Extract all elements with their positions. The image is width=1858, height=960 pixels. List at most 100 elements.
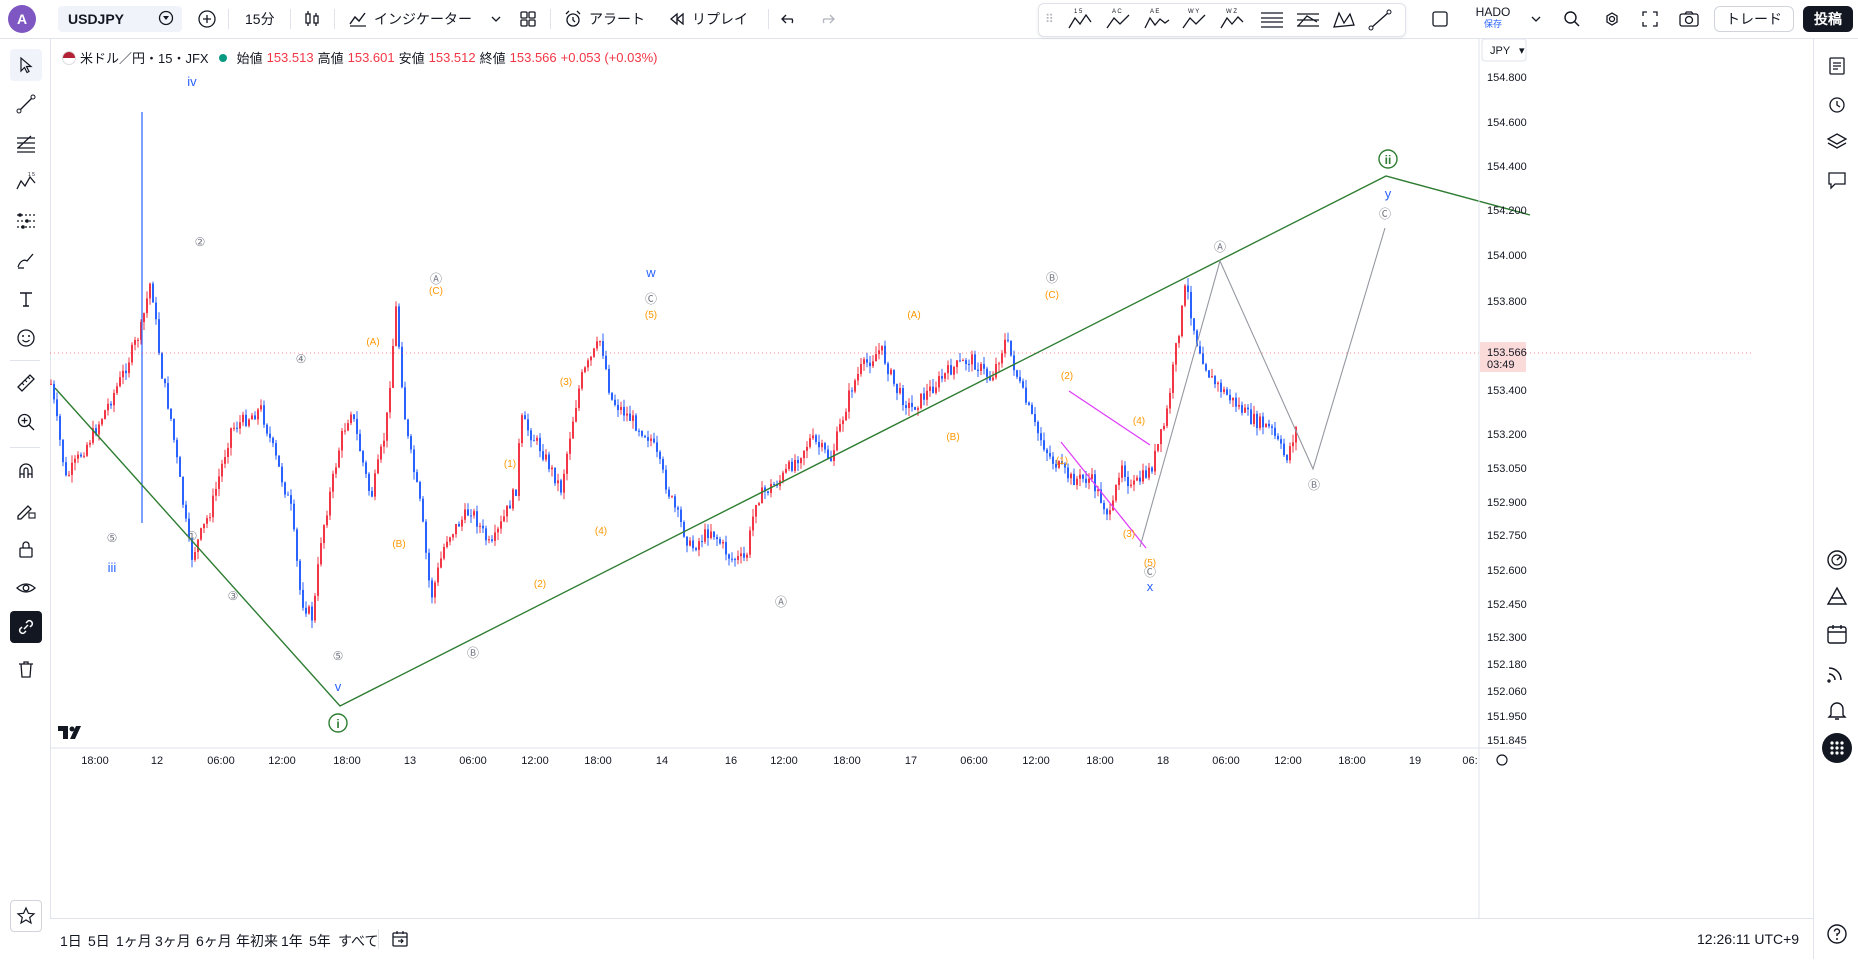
wave-label-gray[interactable]: ②	[195, 235, 206, 249]
pattern-tool[interactable]	[1331, 8, 1357, 37]
price-chart[interactable]: iv iii v w x y i ii ⑤ ① ② ③ ④ ⑤ Ⓐ Ⓑ Ⓒ Ⓐ …	[50, 39, 1813, 919]
watchlist-button[interactable]	[1822, 51, 1852, 81]
range-1m[interactable]: 1ヶ月	[116, 933, 152, 949]
quick-search-button[interactable]	[1562, 0, 1582, 38]
wave-label-iii[interactable]: iii	[108, 560, 117, 575]
undo-icon[interactable]	[780, 10, 798, 28]
wave-label-gray[interactable]: ④	[296, 352, 307, 366]
range-3m[interactable]: 3ヶ月	[155, 933, 191, 949]
range-5y[interactable]: 5年	[309, 933, 331, 949]
wave-label-gray[interactable]: Ⓐ	[430, 272, 442, 286]
forecast-tools[interactable]	[10, 205, 42, 237]
wave-label-gray[interactable]: ①	[187, 529, 198, 543]
range-5d[interactable]: 5日	[88, 933, 110, 949]
axis-settings-button[interactable]	[1496, 754, 1508, 766]
drag-handle-icon[interactable]: ⠿	[1045, 12, 1054, 26]
fib-retracement-icon[interactable]	[15, 132, 37, 154]
settings-button[interactable]	[1602, 0, 1622, 38]
range-ytd[interactable]: 年初来	[236, 933, 278, 949]
chart-type-button[interactable]	[302, 0, 322, 38]
wave-label-orange[interactable]: (5)	[645, 310, 657, 321]
range-6m[interactable]: 6ヶ月	[196, 933, 232, 949]
text-icon[interactable]	[16, 289, 36, 309]
fib-retracement-icon[interactable]	[1259, 8, 1285, 32]
goto-date-button[interactable]	[390, 929, 410, 954]
magnet-icon[interactable]	[15, 460, 37, 482]
fib-extension-icon[interactable]	[1295, 8, 1321, 32]
fib-extension-tool[interactable]	[1295, 8, 1321, 37]
elliott-impulse-icon[interactable]: 1 5	[1067, 6, 1097, 34]
trash-icon[interactable]	[16, 659, 36, 679]
star-icon[interactable]	[16, 906, 36, 926]
wave-label-gray[interactable]: Ⓐ	[1214, 240, 1226, 254]
alarm-clock-icon[interactable]	[1826, 93, 1848, 115]
candles-icon[interactable]	[302, 9, 322, 29]
broadcast-icon[interactable]	[1825, 660, 1849, 684]
symbol-search[interactable]: USDJPY	[58, 0, 182, 38]
lock-icon[interactable]	[16, 539, 36, 559]
grid-icon[interactable]	[518, 9, 538, 29]
wave-label-ii[interactable]: ii	[1385, 153, 1392, 167]
wave-label-v[interactable]: v	[335, 679, 342, 694]
fib-tools[interactable]	[10, 127, 42, 159]
indicators-dropdown[interactable]	[490, 0, 502, 38]
icon-tools[interactable]	[10, 322, 42, 354]
wave-label-gray[interactable]: Ⓒ	[1144, 565, 1156, 579]
zoom-in-tool[interactable]	[10, 406, 42, 438]
help-button[interactable]	[1822, 919, 1852, 949]
elliott-correction-icon[interactable]: A C	[1105, 6, 1135, 34]
elliott-wave-icon[interactable]: 1 5	[15, 171, 37, 193]
wave-label-gray[interactable]: ③	[228, 589, 239, 603]
sync-drawings[interactable]	[10, 611, 42, 643]
wave-label-orange[interactable]: (2)	[1061, 371, 1073, 382]
elliott-triangle-icon[interactable]: A E	[1143, 6, 1173, 34]
gear-icon[interactable]	[1602, 9, 1622, 29]
chat-icon[interactable]	[1826, 169, 1848, 191]
brush-tools[interactable]	[10, 244, 42, 276]
chevron-down-icon[interactable]	[1530, 13, 1542, 25]
wave-label-orange[interactable]: (4)	[595, 526, 607, 537]
wave-label-orange[interactable]: (1)	[504, 459, 516, 470]
range-all[interactable]: すべて	[338, 933, 379, 949]
link-icon[interactable]	[16, 617, 36, 637]
wave-label-orange[interactable]: (B)	[392, 539, 405, 550]
range-1y[interactable]: 1年	[281, 933, 303, 949]
fib-retracement-tool[interactable]	[1259, 8, 1285, 37]
layout-dropdown[interactable]	[1530, 0, 1542, 38]
search-icon[interactable]	[1562, 9, 1582, 29]
plus-circle-icon[interactable]	[196, 8, 218, 30]
time-axis[interactable]: 18:00 12 06:00 12:00 18:00 13 06:00 12:0…	[81, 755, 1477, 767]
market-status-icon[interactable]	[218, 53, 227, 62]
chevron-down-icon[interactable]: ▾	[1519, 45, 1525, 57]
calendar-icon[interactable]	[1825, 622, 1849, 646]
square-icon[interactable]	[1430, 9, 1450, 29]
forecast-icon[interactable]	[15, 210, 37, 232]
trend-line-icon[interactable]	[15, 93, 37, 115]
alert-button[interactable]: アラート	[563, 0, 645, 38]
magnet-mode[interactable]	[10, 455, 42, 487]
wave-label-orange[interactable]: (C)	[429, 286, 443, 297]
replay-button[interactable]: リプレイ	[668, 0, 748, 38]
help-icon[interactable]	[1825, 922, 1849, 946]
undo-button[interactable]	[780, 0, 798, 38]
pencil-lock-icon[interactable]	[15, 499, 37, 521]
fullscreen-button[interactable]	[1640, 0, 1660, 38]
wave-label-gray[interactable]: ⑤	[107, 531, 118, 545]
wave-label-orange[interactable]: (C)	[1045, 290, 1059, 301]
zoom-in-icon[interactable]	[15, 411, 37, 433]
wave-label-orange[interactable]: (B)	[946, 432, 959, 443]
calendar-arrow-icon[interactable]	[390, 929, 410, 949]
watchlist-icon[interactable]	[1826, 55, 1848, 77]
wave-label-gray[interactable]: ⑤	[333, 649, 344, 663]
timezone-clock[interactable]: 12:26:11 UTC+9	[1697, 931, 1800, 947]
fullscreen-icon[interactable]	[1640, 9, 1660, 29]
layout-name-button[interactable]: HADO 保存	[1473, 6, 1513, 30]
pattern-tools[interactable]: 1 5	[10, 166, 42, 198]
user-avatar[interactable]: A	[8, 0, 36, 38]
notifications-button[interactable]	[1822, 695, 1852, 725]
flag-icon[interactable]	[158, 10, 174, 29]
eye-icon[interactable]	[15, 577, 37, 599]
interval-button[interactable]: 15分	[245, 11, 275, 27]
brush-icon[interactable]	[15, 249, 37, 271]
wave-label-orange[interactable]: (3)	[1123, 529, 1135, 540]
